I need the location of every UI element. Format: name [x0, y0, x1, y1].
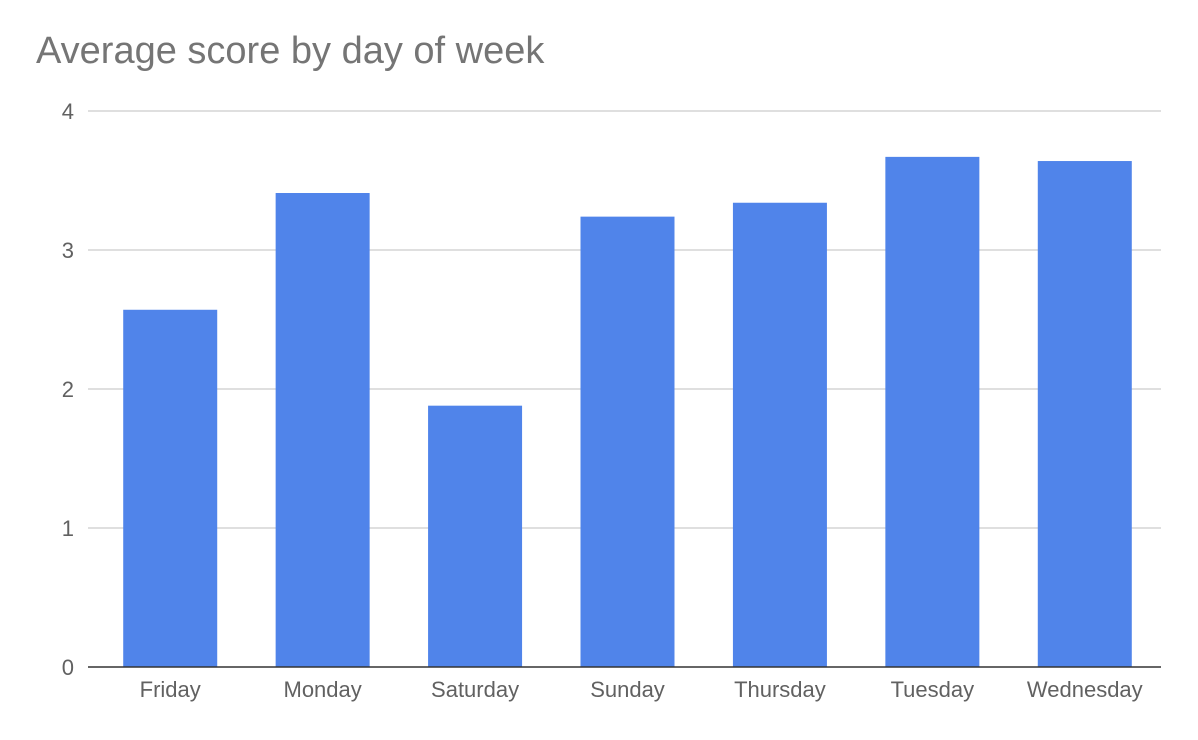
- y-tick-label: 4: [62, 99, 74, 124]
- x-tick-label: Friday: [140, 677, 201, 702]
- x-tick-label: Wednesday: [1027, 677, 1143, 702]
- x-axis-ticks: Friday Monday Saturday Sunday Thursday Tuesda…: [140, 677, 1143, 702]
- x-tick-label: Tuesday: [891, 677, 975, 702]
- bar-thursday[interactable]: [732, 202, 827, 668]
- bar-friday[interactable]: [123, 309, 218, 667]
- bars: [123, 156, 1132, 668]
- bar-monday[interactable]: [275, 193, 370, 667]
- bar-sunday[interactable]: [580, 216, 675, 667]
- y-tick-label: 0: [62, 655, 74, 680]
- y-tick-label: 3: [62, 238, 74, 263]
- y-tick-label: 1: [62, 516, 74, 541]
- x-tick-label: Thursday: [734, 677, 826, 702]
- y-axis-ticks: 0 1 2 3 4: [62, 99, 74, 680]
- bar-tuesday[interactable]: [885, 156, 980, 667]
- chart-title: Average score by day of week: [36, 30, 545, 72]
- y-tick-label: 2: [62, 377, 74, 402]
- x-tick-label: Sunday: [590, 677, 665, 702]
- bar-wednesday[interactable]: [1037, 161, 1132, 668]
- x-tick-label: Saturday: [431, 677, 519, 702]
- x-tick-label: Monday: [284, 677, 362, 702]
- bar-saturday[interactable]: [428, 405, 523, 667]
